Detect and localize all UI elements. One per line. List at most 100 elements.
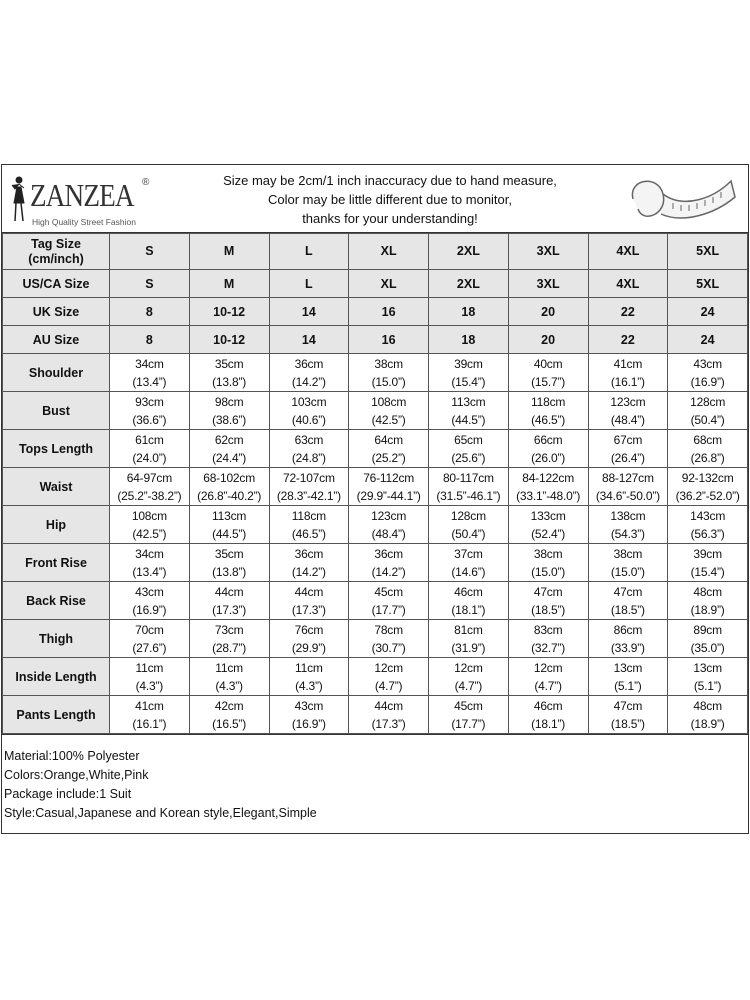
inch-value: (34.6”-50.0”) bbox=[595, 488, 660, 503]
cm-value: 143cm bbox=[690, 508, 726, 523]
inch-value: (13.4”) bbox=[132, 374, 167, 389]
measurement-cell: 34cm (13.4”) bbox=[109, 353, 190, 392]
inch-value: (56.3”) bbox=[690, 526, 725, 541]
cm-value: 133cm bbox=[530, 508, 566, 523]
inch-value: (15.0”) bbox=[610, 564, 645, 579]
measurement-cell: 83cm (32.7”) bbox=[507, 619, 589, 658]
inch-value: (18.5”) bbox=[610, 716, 645, 731]
cm-value: 44cm bbox=[214, 584, 244, 599]
measurement-cell: 38cm (15.0”) bbox=[507, 543, 589, 582]
inch-value: (15.4”) bbox=[451, 374, 486, 389]
cm-value: 40cm bbox=[533, 356, 563, 371]
measurement-cell: 13cm (5.1”) bbox=[587, 657, 669, 696]
cm-value: 12cm bbox=[454, 660, 483, 675]
cm-value: 66cm bbox=[533, 432, 563, 447]
measurement-cell: 48cm (18.9”) bbox=[667, 695, 748, 734]
inch-value: (25.6”) bbox=[451, 450, 486, 465]
cm-value: 13cm bbox=[613, 660, 643, 675]
cm-value: 72-107cm bbox=[282, 470, 335, 485]
measurement-cell: 34cm (13.4”) bbox=[109, 543, 190, 582]
inch-value: (33.1”-48.0”) bbox=[516, 488, 581, 503]
measurement-cell: 81cm (31.9”) bbox=[428, 619, 509, 658]
inch-value: (24.4”) bbox=[212, 450, 247, 465]
inch-value: (16.9”) bbox=[690, 374, 725, 389]
inch-value: (18.1”) bbox=[531, 716, 566, 731]
inch-value: (50.4”) bbox=[451, 526, 486, 541]
inch-value: (29.9”-44.1”) bbox=[356, 488, 421, 503]
size-cell: 2XL bbox=[428, 269, 509, 298]
cm-value: 39cm bbox=[454, 356, 483, 371]
size-cell: 5XL bbox=[667, 233, 748, 270]
inch-value: (14.2”) bbox=[291, 564, 326, 579]
measurement-cell: 46cm (18.1”) bbox=[507, 695, 589, 734]
row-label: Back Rise bbox=[2, 581, 110, 620]
inch-value: (35.0”) bbox=[690, 640, 725, 655]
package: Package include:1 Suit bbox=[4, 787, 132, 801]
measurement-cell: 11cm (4.3”) bbox=[188, 657, 270, 696]
cm-value: 68cm bbox=[693, 432, 722, 447]
size-row: UK Size 8 10-12 14 16 18 20 22 24 bbox=[2, 297, 748, 326]
inch-value: (40.6”) bbox=[291, 412, 326, 427]
measurement-row: Pants Length 41cm (16.1”) 42cm (16.5”) 43cm (1… bbox=[2, 695, 748, 734]
measurement-cell: 47cm (18.5”) bbox=[587, 581, 669, 620]
size-cell: 18 bbox=[428, 325, 509, 354]
cm-value: 128cm bbox=[450, 508, 486, 523]
cm-value: 61cm bbox=[135, 432, 164, 447]
measurement-cell: 11cm (4.3”) bbox=[109, 657, 190, 696]
cm-value: 86cm bbox=[613, 622, 643, 637]
size-chart: ZANZEA ® High Quality Street Fashion Siz… bbox=[1, 164, 749, 834]
inch-value: (14.2”) bbox=[291, 374, 326, 389]
measurement-cell: 37cm (14.6”) bbox=[428, 543, 509, 582]
brand-tagline: High Quality Street Fashion bbox=[32, 217, 136, 227]
cm-value: 68-102cm bbox=[203, 470, 255, 485]
size-cell: M bbox=[188, 269, 270, 298]
measurement-cell: 128cm (50.4”) bbox=[667, 391, 748, 430]
inch-value: (17.3”) bbox=[371, 716, 406, 731]
measurement-cell: 45cm (17.7”) bbox=[428, 695, 509, 734]
cm-value: 48cm bbox=[693, 584, 722, 599]
inch-value: (4.7”) bbox=[454, 678, 483, 693]
measurement-cell: 123cm (48.4”) bbox=[348, 505, 429, 544]
measurement-cell: 39cm (15.4”) bbox=[667, 543, 748, 582]
size-row: US/CA Size S M L XL 2XL 3XL 4XL 5XL bbox=[2, 269, 748, 298]
size-cell: L bbox=[268, 269, 350, 298]
measurement-cell: 36cm (14.2”) bbox=[268, 353, 350, 392]
inch-value: (36.6”) bbox=[132, 412, 167, 427]
cm-value: 12cm bbox=[533, 660, 563, 675]
measurement-cell: 40cm (15.7”) bbox=[507, 353, 589, 392]
measuring-tape-icon bbox=[631, 179, 736, 219]
size-cell: 10-12 bbox=[188, 325, 270, 354]
cm-value: 36cm bbox=[294, 546, 324, 561]
inch-value: (4.3”) bbox=[295, 678, 323, 693]
cm-value: 83cm bbox=[533, 622, 563, 637]
measurement-cell: 92-132cm (36.2”-52.0”) bbox=[667, 467, 748, 506]
measurement-cell: 35cm (13.8”) bbox=[188, 353, 270, 392]
inch-value: (15.7”) bbox=[531, 374, 566, 389]
row-label: Tag Size (cm/inch) bbox=[2, 233, 110, 270]
measurement-cell: 67cm (26.4”) bbox=[587, 429, 669, 468]
size-cell: 8 bbox=[109, 325, 190, 354]
measurement-cell: 70cm (27.6”) bbox=[109, 619, 190, 658]
cm-value: 43cm bbox=[693, 356, 722, 371]
measurement-cell: 123cm (48.4”) bbox=[587, 391, 669, 430]
cm-value: 113cm bbox=[451, 394, 486, 409]
inch-value: (28.3”-42.1”) bbox=[276, 488, 341, 503]
cm-value: 42cm bbox=[214, 698, 244, 713]
row-label: Inside Length bbox=[2, 657, 110, 696]
measurement-cell: 41cm (16.1”) bbox=[587, 353, 669, 392]
measurement-cell: 68-102cm (26.8”-40.2”) bbox=[188, 467, 270, 506]
inch-value: (15.0”) bbox=[371, 374, 406, 389]
inch-value: (16.9”) bbox=[291, 716, 326, 731]
measurement-cell: 86cm (33.9”) bbox=[587, 619, 669, 658]
measurement-cell: 93cm (36.6”) bbox=[109, 391, 190, 430]
size-row: Tag Size (cm/inch) S M L XL 2XL 3XL 4XL 5XL bbox=[2, 233, 748, 270]
measurement-cell: 66cm (26.0”) bbox=[507, 429, 589, 468]
inch-value: (54.3”) bbox=[610, 526, 645, 541]
inch-value: (31.5”-46.1”) bbox=[436, 488, 501, 503]
inch-value: (5.1”) bbox=[693, 678, 722, 693]
cm-value: 128cm bbox=[690, 394, 726, 409]
measurement-cell: 138cm (54.3”) bbox=[587, 505, 669, 544]
measurement-cell: 84-122cm (33.1”-48.0”) bbox=[507, 467, 589, 506]
cm-value: 46cm bbox=[454, 584, 483, 599]
row-label: UK Size bbox=[2, 297, 110, 326]
